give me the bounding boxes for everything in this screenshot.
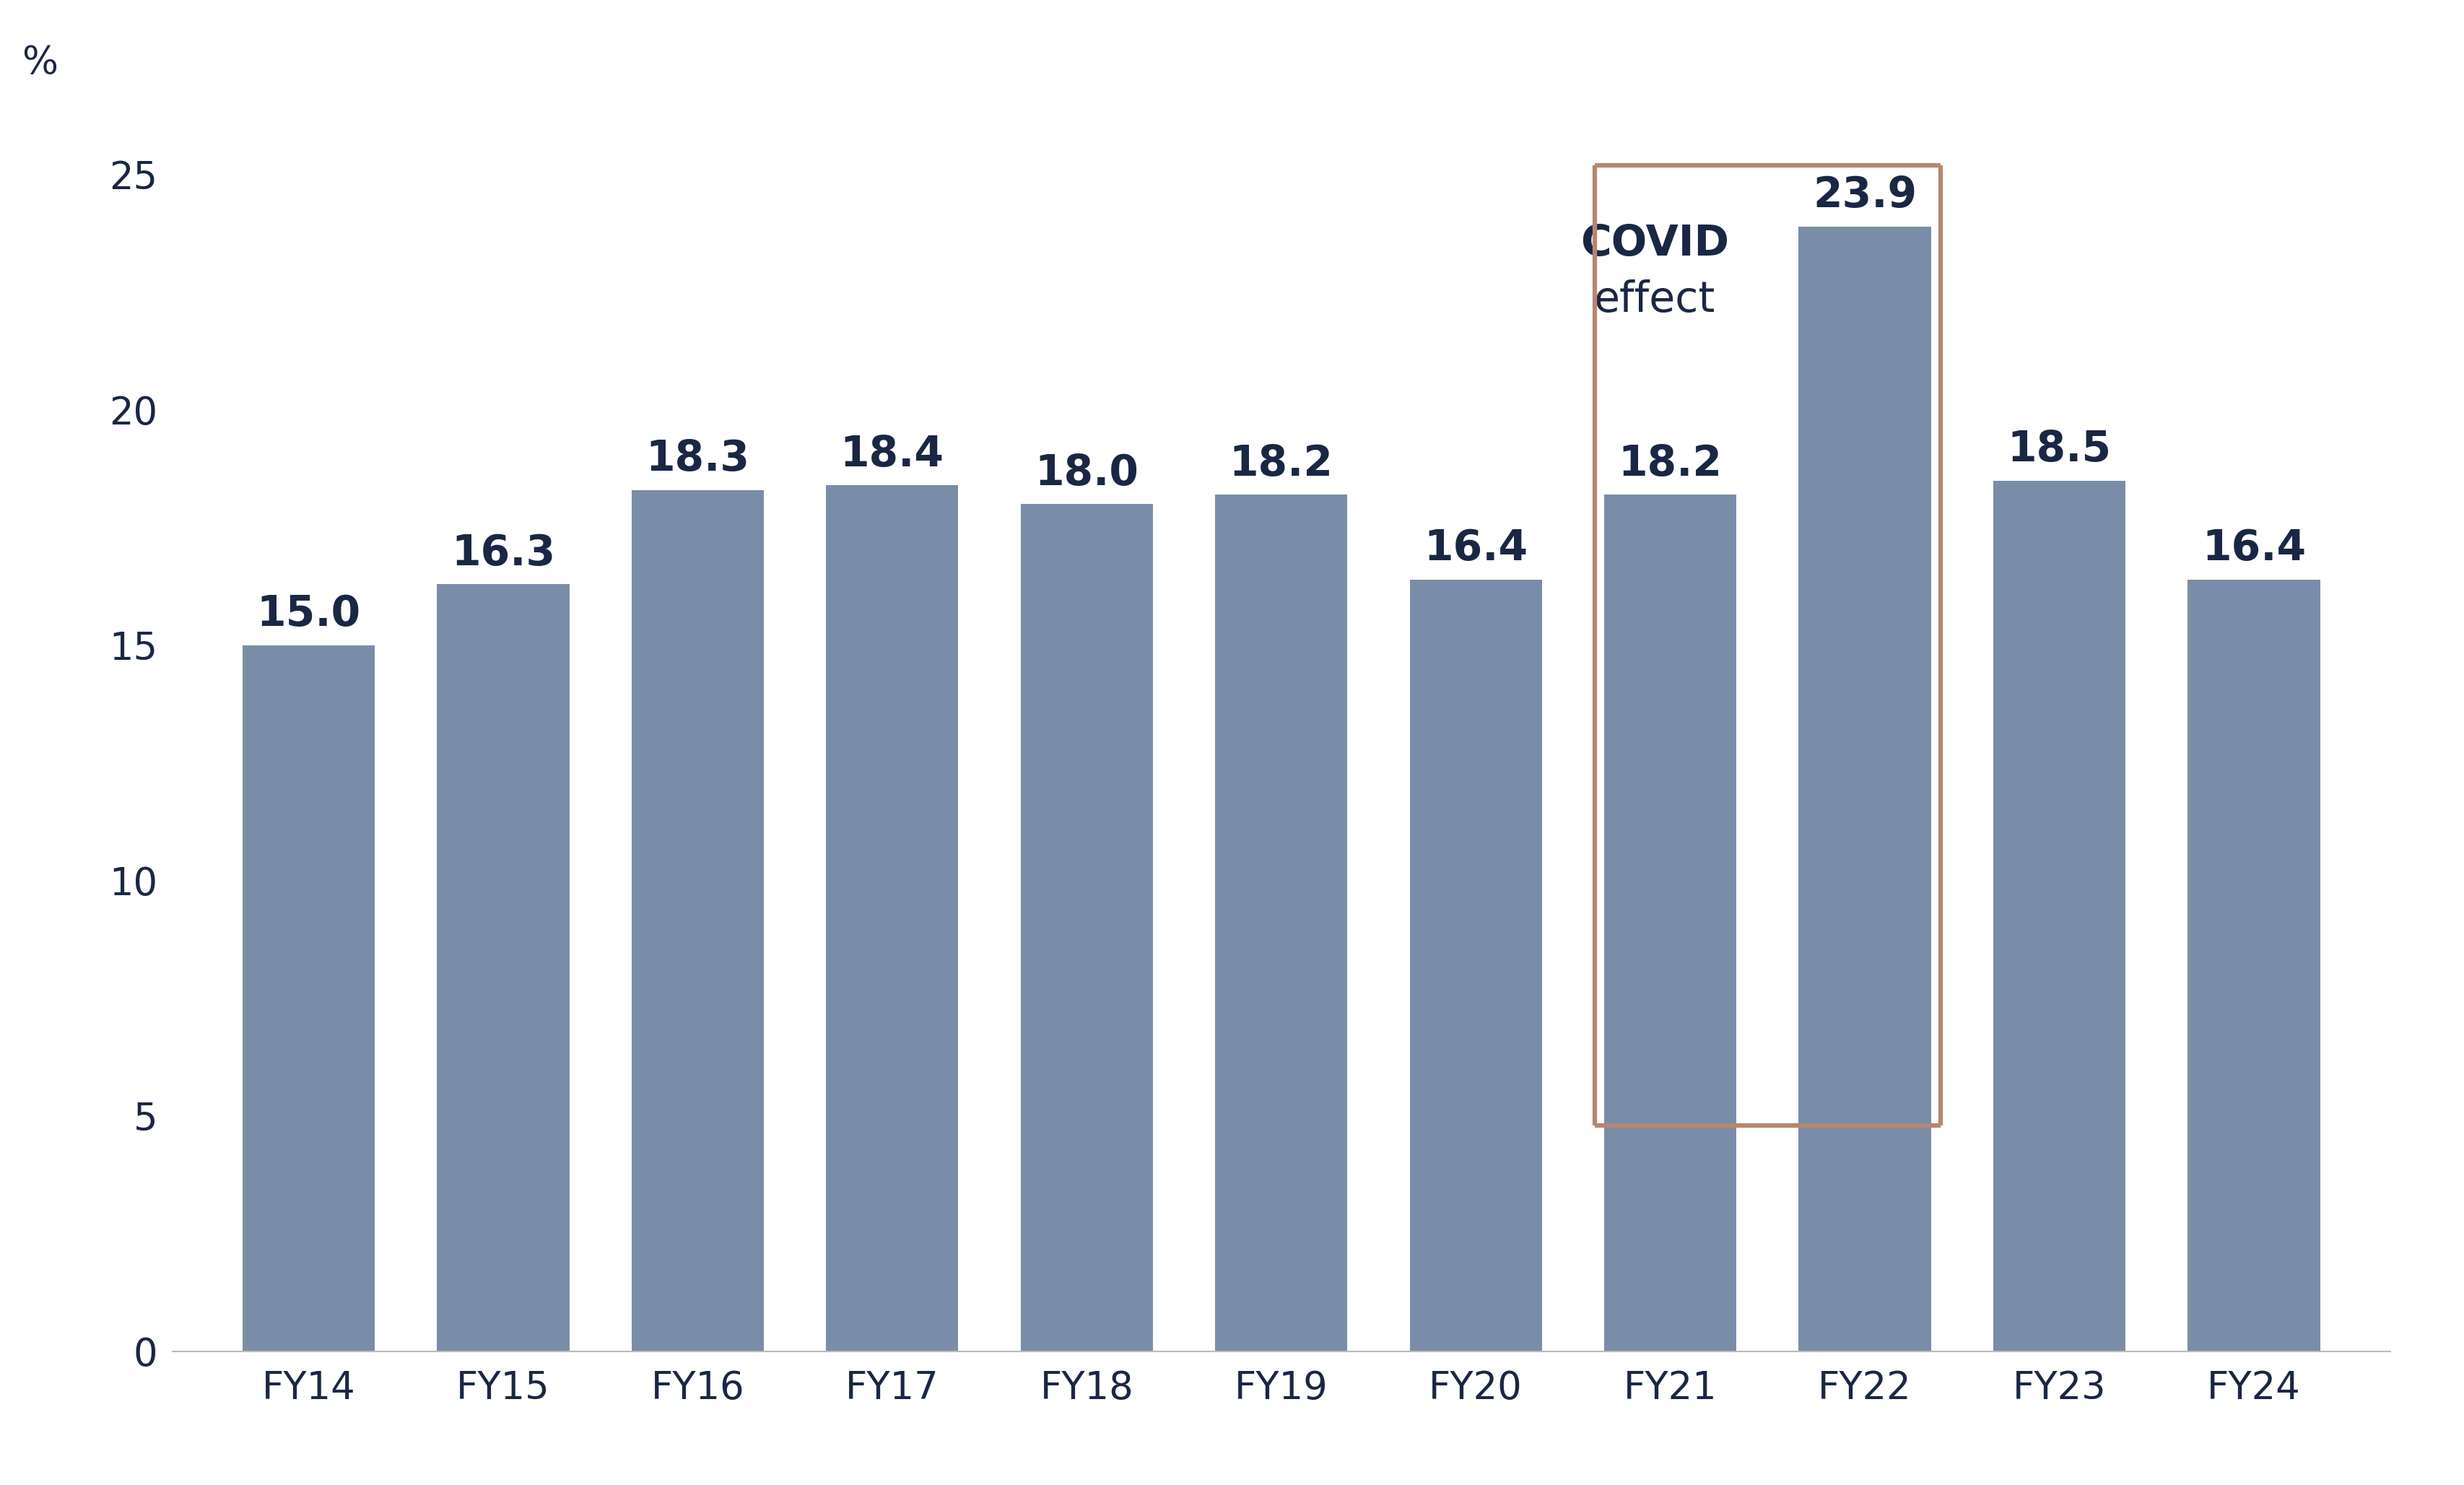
Text: 23.9: 23.9 (1814, 175, 1917, 215)
Text: effect: effect (1594, 279, 1715, 321)
Text: 18.2: 18.2 (1230, 443, 1333, 484)
Text: 16.3: 16.3 (451, 533, 554, 573)
Text: 18.5: 18.5 (2008, 429, 2112, 471)
Text: %: % (22, 45, 57, 82)
Bar (241, 646, 375, 1351)
Text: COVID: COVID (1579, 223, 1730, 264)
Bar (1409, 579, 1542, 1351)
Text: 18.4: 18.4 (840, 434, 944, 475)
Bar (825, 486, 958, 1351)
Text: 18.2: 18.2 (1619, 443, 1722, 484)
Bar (1604, 495, 1737, 1351)
Bar (2188, 579, 2321, 1351)
Text: 16.4: 16.4 (2203, 527, 2306, 569)
Text: 16.4: 16.4 (1424, 527, 1528, 569)
Bar (1799, 226, 1932, 1351)
Bar (436, 584, 569, 1351)
Bar (1020, 503, 1153, 1351)
Text: 15.0: 15.0 (256, 594, 360, 636)
Text: 18.0: 18.0 (1035, 453, 1138, 493)
Text: 18.3: 18.3 (646, 438, 749, 480)
Bar (1993, 481, 2126, 1351)
Bar (631, 490, 764, 1351)
Bar (1215, 495, 1348, 1351)
